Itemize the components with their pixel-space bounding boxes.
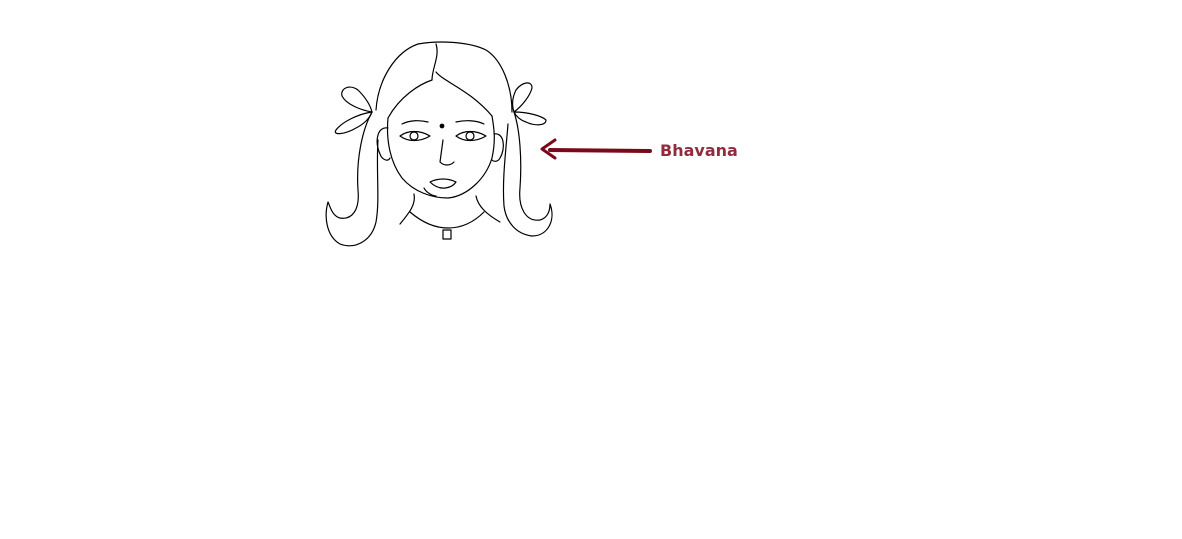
mouth [429,178,457,189]
hair-part [431,43,438,81]
left-ear [376,127,391,161]
hair-outline [375,41,513,113]
name-label: Bhavana [660,141,738,160]
left-eye [399,130,431,142]
right-ear [491,133,504,162]
bindi [439,123,445,129]
arrow-icon [540,138,652,160]
pendant [442,229,452,240]
necklace [409,211,485,229]
right-eye [455,130,487,142]
nose [439,139,455,166]
left-pigtail [325,111,379,247]
neck [399,193,415,225]
right-bow [512,82,533,113]
right-pigtail [502,111,553,237]
left-bow [341,86,373,113]
face-outline [386,115,495,199]
